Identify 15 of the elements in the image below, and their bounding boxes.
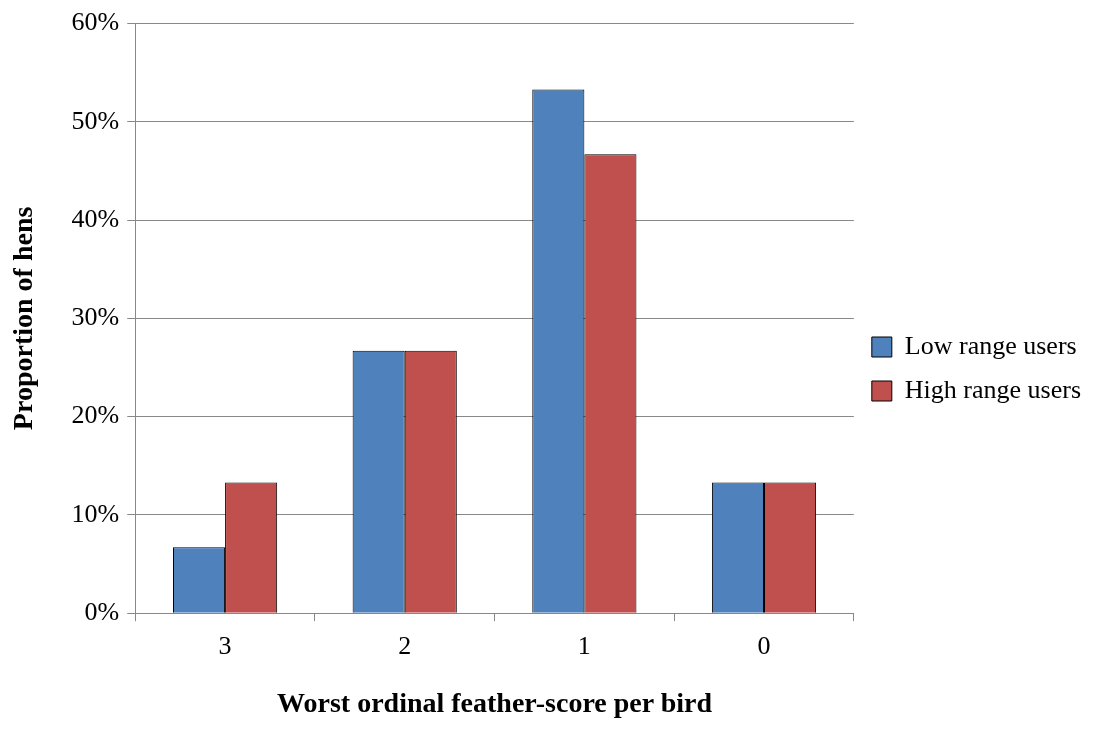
x-tick-label: 2 (398, 630, 412, 660)
y-tick-label: 40% (71, 203, 120, 233)
y-tick-label: 10% (71, 498, 120, 528)
x-tick-label: 0 (757, 630, 771, 660)
x-axis-title: Worst ordinal feather-score per bird (277, 687, 713, 719)
legend-label: High range users (904, 374, 1082, 404)
y-tick-label: 30% (71, 302, 120, 332)
y-tick-label: 50% (71, 105, 120, 135)
y-axis-title: Proportion of hens (7, 206, 39, 431)
legend-label: Low range users (904, 330, 1077, 360)
x-tick-label: 1 (577, 630, 591, 660)
y-tick-label: 20% (71, 400, 120, 430)
y-tick-label: 0% (84, 597, 120, 627)
y-tick-label: 60% (71, 7, 120, 37)
x-tick-label: 3 (218, 630, 232, 660)
